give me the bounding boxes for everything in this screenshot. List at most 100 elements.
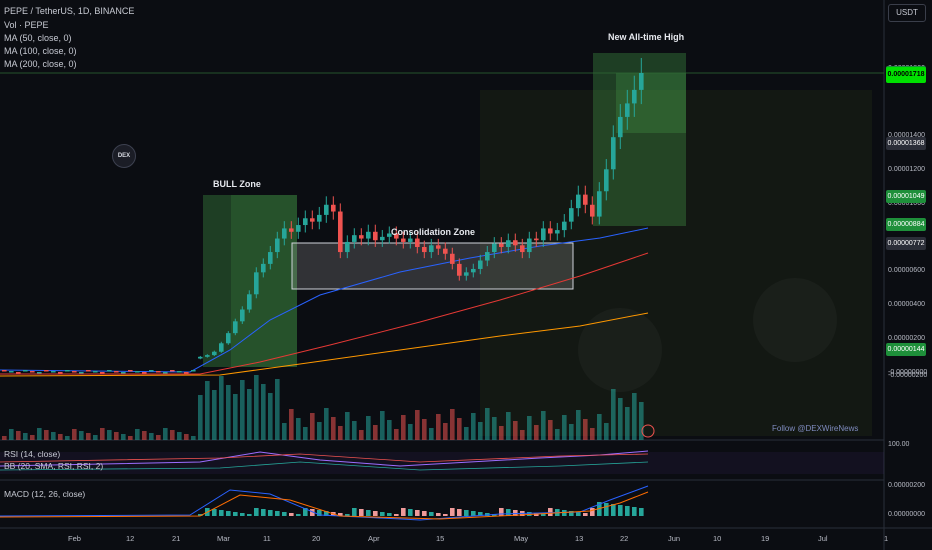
candle xyxy=(219,343,224,352)
candle xyxy=(156,371,161,373)
macd-bar xyxy=(590,508,595,516)
candle xyxy=(86,370,91,372)
macd-axis-tick: 0.00000200 xyxy=(888,482,925,489)
volume-bar xyxy=(394,429,399,440)
volume-bar xyxy=(9,429,14,440)
candle xyxy=(555,230,560,234)
volume-bar xyxy=(30,435,35,440)
volume-bar xyxy=(156,435,161,440)
macd-bar xyxy=(422,511,427,516)
candle xyxy=(611,137,616,170)
candle xyxy=(254,272,259,295)
volume-bar xyxy=(583,419,588,440)
time-axis-tick: Feb xyxy=(68,534,81,543)
candle xyxy=(44,370,49,372)
candle xyxy=(639,73,644,90)
volume-bar xyxy=(611,389,616,440)
macd-bar xyxy=(492,514,497,516)
volume-bar xyxy=(604,423,609,440)
bb-legend: BB (20, SMA, RSI, RSI, 2) xyxy=(4,461,104,471)
macd-bar xyxy=(261,509,266,516)
volume-bar xyxy=(618,398,623,440)
macd-bar xyxy=(324,511,329,516)
candle xyxy=(296,225,301,232)
candle xyxy=(590,204,595,217)
volume-bar xyxy=(23,433,28,440)
macd-bar xyxy=(541,514,546,516)
candle xyxy=(37,372,42,374)
macd-bar xyxy=(380,512,385,516)
candle xyxy=(625,103,630,117)
volume-bar xyxy=(625,407,630,440)
candle xyxy=(429,245,434,253)
candle xyxy=(359,235,364,239)
volume-bar xyxy=(562,415,567,440)
price-axis-tick: 0.00000400 xyxy=(888,301,925,309)
macd-bar xyxy=(373,511,378,516)
volume-bar xyxy=(233,394,238,440)
macd-bar xyxy=(562,510,567,516)
macd-bar xyxy=(639,508,644,516)
symbol-title: PEPE / TetherUS, 1D, BINANCE xyxy=(4,6,135,16)
price-badge: 0.00000884 xyxy=(886,218,926,232)
volume-bar xyxy=(429,428,434,440)
volume-bar xyxy=(184,434,189,440)
macd-bar xyxy=(583,513,588,516)
volume-bar xyxy=(114,432,119,440)
candle xyxy=(310,218,315,222)
macd-bar xyxy=(457,509,462,516)
time-axis-tick: Apr xyxy=(368,534,380,543)
volume-bar xyxy=(380,411,385,440)
volume-bar xyxy=(506,412,511,440)
rsi-legend: RSI (14, close) xyxy=(4,449,61,459)
time-axis-tick: Jun xyxy=(668,534,681,543)
time-axis-tick: Mar xyxy=(217,534,230,543)
watermark-text: Follow @DEXWireNews xyxy=(772,424,859,433)
volume-bar xyxy=(51,432,56,440)
macd-bar xyxy=(513,510,518,516)
price-badge: 0.00000144 xyxy=(886,343,926,357)
macd-bar xyxy=(352,508,357,516)
time-axis-tick: 13 xyxy=(575,534,584,543)
volume-bar xyxy=(72,429,77,440)
candle xyxy=(401,238,406,242)
volume-bar xyxy=(576,410,581,440)
candle xyxy=(380,236,385,241)
volume-bar xyxy=(261,384,266,440)
macd-bar xyxy=(499,508,504,516)
candle xyxy=(576,194,581,209)
candle xyxy=(184,372,189,374)
ma50-legend: MA (50, close, 0) xyxy=(4,33,72,43)
bull-zone-label: BULL Zone xyxy=(213,179,261,189)
candle xyxy=(338,211,343,253)
candle xyxy=(345,241,350,253)
macd-bar xyxy=(310,509,315,516)
macd-bar xyxy=(464,510,469,516)
volume-bar xyxy=(240,380,245,440)
ma200-line xyxy=(0,312,649,377)
candle xyxy=(513,240,518,246)
macd-bar xyxy=(401,508,406,516)
candle xyxy=(457,263,462,276)
price-badge: 0.00001049 xyxy=(886,190,926,204)
volume-bar xyxy=(317,422,322,440)
candle xyxy=(23,370,28,372)
volume-bar xyxy=(331,417,336,440)
time-axis-tick: 20 xyxy=(312,534,321,543)
volume-bar xyxy=(170,430,175,440)
background-art-eye xyxy=(753,278,837,362)
rsi-line xyxy=(0,450,649,467)
candle xyxy=(261,263,266,273)
candle xyxy=(79,372,84,374)
candle xyxy=(443,248,448,254)
macd-bar xyxy=(478,512,483,516)
candle xyxy=(198,356,203,359)
candle xyxy=(422,246,427,253)
currency-button[interactable]: USDT xyxy=(888,4,926,22)
time-axis-tick: May xyxy=(514,534,529,543)
volume-bar xyxy=(555,429,560,440)
candle xyxy=(268,252,273,264)
candle xyxy=(583,194,588,205)
volume-bar xyxy=(520,430,525,440)
